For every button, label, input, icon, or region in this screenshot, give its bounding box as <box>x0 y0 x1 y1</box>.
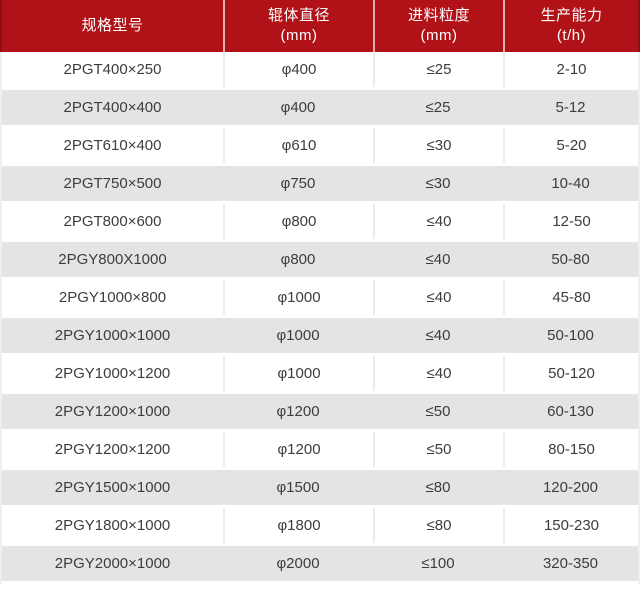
table-cell: 2PGY1500×1000 <box>54 479 171 496</box>
table-cell: 10-40 <box>551 175 590 192</box>
table-cell: φ800 <box>280 251 316 268</box>
table-cell: 5-20 <box>503 128 638 163</box>
table-row: 2PGY1000×800 φ1000 ≤40 45-80 <box>2 280 638 318</box>
table-cell: φ400 <box>280 99 316 116</box>
header-cell-roller-diameter: 辊体直径 (mm) <box>223 0 373 52</box>
header-label: 进料粒度 <box>407 7 470 24</box>
header-cell-model: 规格型号 <box>2 0 223 52</box>
table-cell: 2PGY1200×1000 <box>54 403 171 420</box>
table-cell: 12-50 <box>503 204 638 239</box>
table-cell: φ1200 <box>276 403 320 420</box>
table-cell: φ1000 <box>276 327 320 344</box>
table-cell: 2PGT400×250 <box>63 61 162 78</box>
table-cell: 2PGT750×500 <box>63 175 162 192</box>
table-cell: φ1000 <box>223 280 373 315</box>
table-cell: φ1500 <box>276 479 320 496</box>
table-cell: 2PGT610×400 <box>63 137 162 154</box>
table-cell: 5-12 <box>555 99 586 116</box>
table-cell: ≤80 <box>425 479 451 496</box>
header-label: 辊体直径 <box>267 7 330 24</box>
header-unit: (mm) <box>420 27 458 44</box>
table-cell: 2PGT400×400 <box>63 99 162 116</box>
table-cell: 120-200 <box>542 479 599 496</box>
header-unit: (t/h) <box>556 27 587 44</box>
table-cell: φ400 <box>223 52 373 87</box>
table-row: 2PGY2000×1000 φ2000 ≤100 320-350 <box>2 546 638 584</box>
table-cell: 2PGT800×600 <box>63 213 162 230</box>
table-row: 2PGY1200×1000 φ1200 ≤50 60-130 <box>2 394 638 432</box>
table-cell: 2PGY800X1000 <box>58 251 167 268</box>
table-cell: 320-350 <box>542 555 599 572</box>
table-cell: ≤40 <box>373 204 503 239</box>
table-cell: ≤40 <box>373 356 503 391</box>
table-cell: φ610 <box>223 128 373 163</box>
table-cell: φ800 <box>223 204 373 239</box>
table-cell: 150-230 <box>503 508 638 543</box>
table-cell: ≤40 <box>373 280 503 315</box>
table-cell: ≤30 <box>425 175 451 192</box>
table-row: 2PGT400×400 φ400 ≤25 5-12 <box>2 90 638 128</box>
table-cell: ≤30 <box>373 128 503 163</box>
table-cell: 2PGY1000×1200 <box>54 365 171 382</box>
table-row: 2PGY1000×1000 φ1000 ≤40 50-100 <box>2 318 638 356</box>
table-cell: ≤25 <box>425 99 451 116</box>
table-cell: 60-130 <box>547 403 594 420</box>
table-header-row: 规格型号 辊体直径 (mm) 进料粒度 (mm) 生产能力 (t/h) <box>0 0 640 52</box>
table-row: 2PGT750×500 φ750 ≤30 10-40 <box>2 166 638 204</box>
table-cell: φ750 <box>280 175 316 192</box>
table-cell: 2PGY1000×800 <box>58 289 167 306</box>
table-row: 2PGY1800×1000 φ1800 ≤80 150-230 <box>2 508 638 546</box>
table-cell: φ1200 <box>223 432 373 467</box>
table-cell: φ2000 <box>276 555 320 572</box>
table-row: 2PGY1000×1200 φ1000 ≤40 50-120 <box>2 356 638 394</box>
header-label: 规格型号 <box>81 17 144 34</box>
header-unit: (mm) <box>280 27 318 44</box>
table-row: 2PGT400×250 φ400 ≤25 2-10 <box>2 52 638 90</box>
table-cell: ≤50 <box>425 403 451 420</box>
table-cell: 2PGY1800×1000 <box>54 517 171 534</box>
table-cell: 2PGY2000×1000 <box>54 555 171 572</box>
table-row: 2PGT800×600 φ800 ≤40 12-50 <box>2 204 638 242</box>
table-row: 2PGY1500×1000 φ1500 ≤80 120-200 <box>2 470 638 508</box>
table-cell: 2PGY1000×1000 <box>54 327 171 344</box>
table-cell: 50-120 <box>503 356 638 391</box>
header-cell-feed-size: 进料粒度 (mm) <box>373 0 503 52</box>
header-label: 生产能力 <box>540 7 603 24</box>
table-cell: φ1800 <box>223 508 373 543</box>
table-cell: 2-10 <box>503 52 638 87</box>
table-cell: φ1000 <box>223 356 373 391</box>
table-cell: ≤40 <box>425 327 451 344</box>
table-cell: 80-150 <box>503 432 638 467</box>
table-cell: ≤100 <box>421 555 455 572</box>
table-row: 2PGY1200×1200 φ1200 ≤50 80-150 <box>2 432 638 470</box>
table-cell: 50-80 <box>551 251 590 268</box>
table-cell: ≤40 <box>425 251 451 268</box>
table-cell: 50-100 <box>547 327 594 344</box>
header-cell-capacity: 生产能力 (t/h) <box>503 0 638 52</box>
table-row: 2PGT610×400 φ610 ≤30 5-20 <box>2 128 638 166</box>
table-cell: ≤25 <box>373 52 503 87</box>
table-cell: 45-80 <box>503 280 638 315</box>
table-cell: ≤50 <box>373 432 503 467</box>
table-row: 2PGY800X1000 φ800 ≤40 50-80 <box>2 242 638 280</box>
table-cell: ≤80 <box>373 508 503 543</box>
table-body: 2PGT400×250 φ400 ≤25 2-10 2PGT400×400 φ400 ≤25… <box>0 52 640 584</box>
table-cell: 2PGY1200×1200 <box>54 441 171 458</box>
